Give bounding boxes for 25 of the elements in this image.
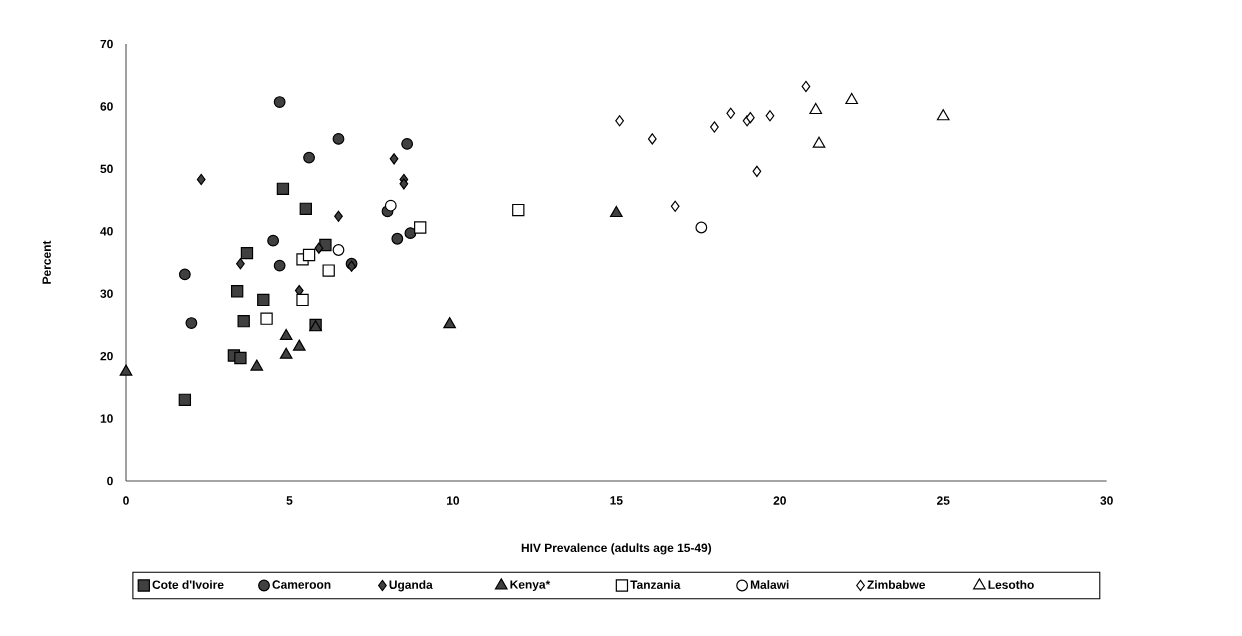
x-tick-label: 25 xyxy=(937,496,950,505)
legend-label: Cameroon xyxy=(272,580,331,589)
x-tick-label: 0 xyxy=(123,496,129,505)
legend-label: Cote d'Ivoire xyxy=(152,580,224,589)
x-tick-label: 5 xyxy=(286,496,293,505)
x-tick-label: 10 xyxy=(447,496,460,505)
x-axis-title: HIV Prevalence (adults age 15-49) xyxy=(521,543,712,555)
x-tick-label: 30 xyxy=(1100,496,1113,505)
y-tick-label: 40 xyxy=(100,227,113,236)
y-tick-label: 30 xyxy=(100,289,113,298)
y-tick-label: 50 xyxy=(100,164,113,174)
y-tick-label: 20 xyxy=(100,351,113,361)
y-tick-label: 10 xyxy=(100,414,113,423)
legend-label: Tanzania xyxy=(630,580,681,589)
y-tick-label: 0 xyxy=(107,476,113,486)
y-tick-label: 70 xyxy=(100,39,113,49)
legend-label: Lesotho xyxy=(988,580,1034,589)
legend-label: Zimbabwe xyxy=(867,580,926,589)
legend-label: Uganda xyxy=(389,580,433,592)
y-axis-title: Percent xyxy=(42,240,51,284)
x-tick-label: 15 xyxy=(610,496,623,505)
x-tick-label: 20 xyxy=(773,496,786,505)
y-tick-label: 60 xyxy=(100,102,113,111)
legend-label: Kenya* xyxy=(510,580,551,592)
legend-label: Malawi xyxy=(750,580,789,589)
